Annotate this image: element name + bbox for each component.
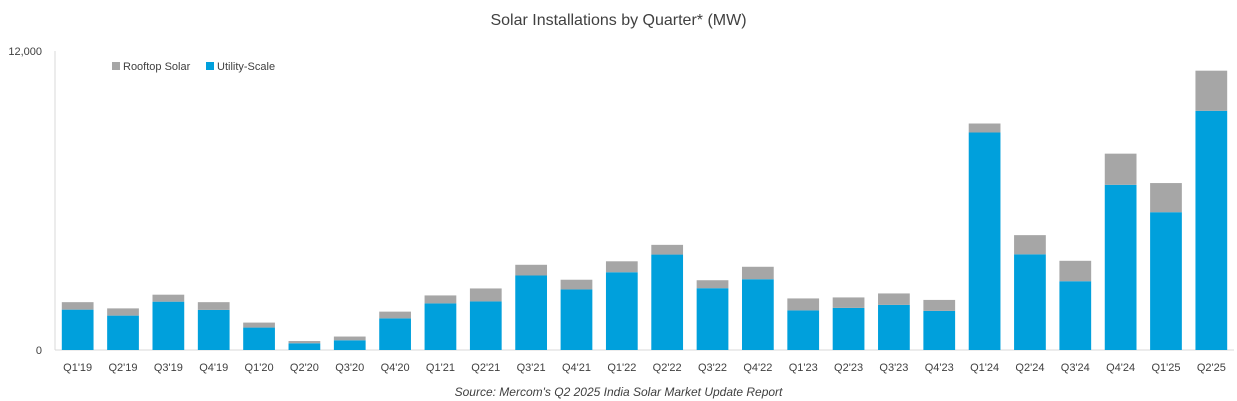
bar-rooftop-solar <box>605 261 638 273</box>
x-tick-label: Q2'20 <box>290 362 319 374</box>
chart-axes <box>54 51 1234 351</box>
x-tick-label: Q2'21 <box>471 362 500 374</box>
bar-rooftop-solar <box>61 302 94 310</box>
bar-rooftop-solar <box>878 293 910 305</box>
x-tick-label: Q2'19 <box>109 362 138 374</box>
bar-utility-scale <box>288 343 321 350</box>
bar-rooftop-solar <box>152 294 185 302</box>
bar-utility-scale <box>243 327 275 350</box>
bar-rooftop-solar <box>1014 235 1046 255</box>
bar-utility-scale <box>1150 212 1182 350</box>
y-tick-label: 0 <box>36 345 42 357</box>
x-tick-label: Q4'24 <box>1106 362 1135 374</box>
chart-legend: Rooftop Solar Utility-Scale <box>112 61 275 73</box>
x-tick-label: Q1'22 <box>607 362 636 374</box>
bar-utility-scale <box>515 275 548 350</box>
bar-utility-scale <box>923 310 956 350</box>
bar-utility-scale <box>107 315 139 350</box>
x-tick-label: Q4'20 <box>381 362 410 374</box>
bar-utility-scale <box>333 340 366 350</box>
bar-rooftop-solar <box>1059 260 1092 282</box>
bar-rooftop-solar <box>1104 153 1137 185</box>
x-tick-label: Q3'20 <box>335 362 364 374</box>
x-tick-label: Q3'23 <box>879 362 908 374</box>
bars-group <box>61 70 1228 350</box>
x-tick-label: Q3'22 <box>698 362 727 374</box>
bar-rooftop-solar <box>741 266 774 280</box>
bar-rooftop-solar <box>243 322 275 328</box>
bar-utility-scale <box>787 310 820 350</box>
bar-utility-scale <box>1104 184 1137 350</box>
x-tick-label: Q2'24 <box>1015 362 1044 374</box>
bar-utility-scale <box>469 301 502 350</box>
x-tick-label: Q1'25 <box>1151 362 1180 374</box>
bar-rooftop-solar <box>424 295 457 304</box>
bar-rooftop-solar <box>515 264 548 276</box>
bar-rooftop-solar <box>923 299 956 311</box>
bar-utility-scale <box>197 309 230 350</box>
bar-rooftop-solar <box>469 288 502 302</box>
bar-utility-scale <box>1014 254 1046 350</box>
bar-utility-scale <box>152 301 185 350</box>
bar-utility-scale <box>379 318 411 350</box>
x-tick-label: Q1'21 <box>426 362 455 374</box>
x-tick-label: Q3'19 <box>154 362 183 374</box>
x-tick-label: Q2'22 <box>653 362 682 374</box>
chart-source-note: Source: Mercom's Q2 2025 India Solar Mar… <box>454 385 783 399</box>
x-tick-label: Q1'19 <box>63 362 92 374</box>
bar-utility-scale <box>1195 110 1228 350</box>
bar-rooftop-solar <box>1150 183 1182 213</box>
x-tick-label: Q4'21 <box>562 362 591 374</box>
bar-utility-scale <box>560 289 593 350</box>
bar-rooftop-solar <box>560 279 593 290</box>
x-tick-label: Q2'23 <box>834 362 863 374</box>
bar-utility-scale <box>696 288 729 350</box>
bar-utility-scale <box>651 254 684 350</box>
x-tick-label: Q4'22 <box>743 362 772 374</box>
x-tick-label: Q4'23 <box>925 362 954 374</box>
bar-utility-scale <box>424 303 457 350</box>
x-tick-label: Q3'24 <box>1061 362 1090 374</box>
bar-utility-scale <box>741 279 774 350</box>
bar-utility-scale <box>605 272 638 350</box>
bar-rooftop-solar <box>107 308 139 316</box>
bar-rooftop-solar <box>651 244 684 255</box>
legend-swatch <box>112 62 120 70</box>
bar-utility-scale <box>968 132 1001 350</box>
bar-utility-scale <box>832 307 865 350</box>
x-tick-label: Q2'25 <box>1197 362 1226 374</box>
bar-utility-scale <box>1059 281 1092 350</box>
bar-rooftop-solar <box>1195 70 1228 111</box>
bar-rooftop-solar <box>696 280 729 289</box>
bar-utility-scale <box>878 304 910 350</box>
bar-rooftop-solar <box>288 341 321 344</box>
x-tick-label: Q1'20 <box>245 362 274 374</box>
bar-rooftop-solar <box>968 123 1001 133</box>
bar-rooftop-solar <box>379 311 411 319</box>
chart-title: Solar Installations by Quarter* (MW) <box>490 12 747 29</box>
legend-label: Utility-Scale <box>217 61 275 73</box>
x-tick-label: Q4'19 <box>199 362 228 374</box>
legend-label: Rooftop Solar <box>123 61 191 73</box>
x-tick-label: Q1'23 <box>789 362 818 374</box>
bar-rooftop-solar <box>787 298 820 311</box>
y-tick-labels: 0 12,000 <box>8 46 42 357</box>
x-tick-label: Q3'21 <box>517 362 546 374</box>
bar-utility-scale <box>61 309 94 350</box>
bar-rooftop-solar <box>832 297 865 308</box>
legend-swatch <box>206 62 214 70</box>
bar-rooftop-solar <box>333 336 366 341</box>
x-tick-label: Q1'24 <box>970 362 999 374</box>
y-tick-label: 12,000 <box>8 46 42 58</box>
x-tick-labels: Q1'19 Q2'19 Q3'19 Q4'19 Q1'20 Q2'20 Q3'20 Q4'20… <box>63 362 1226 374</box>
bar-rooftop-solar <box>197 302 230 310</box>
